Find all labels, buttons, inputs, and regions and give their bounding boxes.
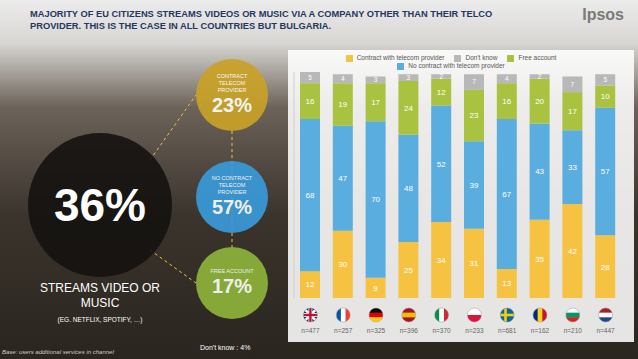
html-text:23%: 23% [212,94,252,116]
svg-text:20: 20 [535,97,544,106]
svg-text:5: 5 [308,74,312,81]
svg-text:n=257: n=257 [334,327,353,334]
html-text:Ipsos: Ipsos [582,6,624,23]
svg-text:23: 23 [470,111,479,120]
svg-text:42: 42 [568,247,577,256]
svg-text:3: 3 [407,74,411,81]
svg-text:5: 5 [603,76,607,83]
svg-text:n=681: n=681 [498,327,517,334]
html-text:17%: 17% [212,275,252,297]
svg-text:31: 31 [470,259,479,268]
svg-text:2: 2 [439,73,443,80]
svg-text:28: 28 [601,263,610,272]
html-text:MAJORITY OF EU CITIZENS STREAM: MAJORITY OF EU CITIZENS STREAMS VIDEOS O… [30,9,493,31]
svg-text:n=370: n=370 [432,327,451,334]
html-text:(EG. NETFLIX, SPOTIFY, …): (EG. NETFLIX, SPOTIFY, …) [57,316,143,323]
svg-text:70: 70 [371,195,380,204]
svg-text:n=162: n=162 [531,327,550,334]
svg-text:24: 24 [404,104,413,113]
svg-text:35: 35 [535,255,544,264]
html-text:Don't know : 4%: Don't know : 4% [200,344,251,351]
svg-text:n=477: n=477 [301,327,320,334]
svg-text:43: 43 [535,167,544,176]
svg-text:47: 47 [338,174,347,183]
svg-text:17: 17 [568,107,577,116]
svg-text:48: 48 [404,184,413,193]
svg-text:68: 68 [306,191,315,200]
html-text:STREAMS VIDEO OR MUSIC: STREAMS VIDEO OR MUSIC [40,281,160,310]
svg-text:19: 19 [338,100,347,109]
html-text:Free account: Free account [518,54,557,61]
svg-text:n=396: n=396 [400,327,419,334]
html-text:Base: users additional service: Base: users additional services in chann… [2,349,114,355]
svg-text:7: 7 [571,81,575,88]
svg-text:4: 4 [505,75,509,82]
svg-text:16: 16 [502,97,511,106]
svg-text:25: 25 [404,266,413,275]
html-text:No contract with telecom provi: No contract with telecom provider [408,61,505,69]
html-text:CONTRACT TELECOM PROVIDER: CONTRACT TELECOM PROVIDER [216,73,248,93]
svg-text:57: 57 [601,167,610,176]
svg-text:12: 12 [437,88,446,97]
svg-text:3: 3 [374,76,378,83]
svg-text:n=325: n=325 [367,327,386,334]
svg-text:34: 34 [437,256,446,265]
svg-text:9: 9 [373,284,378,293]
html-text:FREE ACCOUNT: FREE ACCOUNT [210,268,254,274]
html-text:36%: 36% [54,179,146,231]
svg-text:n=210: n=210 [564,327,583,334]
svg-text:13: 13 [502,279,511,288]
html-text:57%: 57% [212,196,252,218]
html-text:Contract with telecom provider: Contract with telecom provider [356,54,445,61]
svg-text:12: 12 [306,280,315,289]
svg-text:52: 52 [437,160,446,169]
svg-text:4: 4 [341,75,345,82]
svg-text:39: 39 [470,181,479,190]
html-text:Don't know: Don't know [465,54,498,61]
svg-text:30: 30 [338,260,347,269]
html-text:NO CONTRACT TELECOM PROVIDER: NO CONTRACT TELECOM PROVIDER [211,175,253,195]
svg-text:7: 7 [472,78,476,85]
svg-text:17: 17 [371,98,380,107]
svg-text:n=233: n=233 [465,327,484,334]
svg-text:16: 16 [306,97,315,106]
svg-text:33: 33 [568,163,577,172]
svg-text:2: 2 [538,73,542,80]
svg-text:n=447: n=447 [596,327,615,334]
svg-text:67: 67 [502,190,511,199]
svg-text:10: 10 [601,92,610,101]
